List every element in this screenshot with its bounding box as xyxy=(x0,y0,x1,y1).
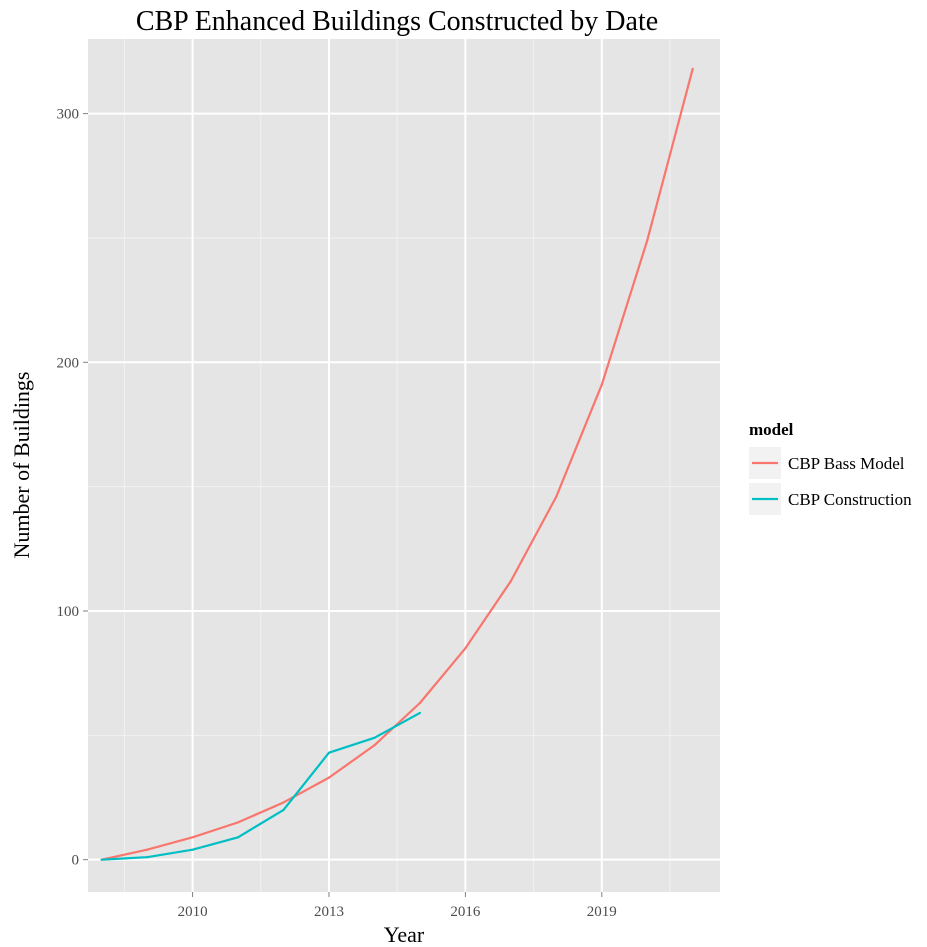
data-point-cbp-bass-model xyxy=(691,67,694,70)
data-point-cbp-construction xyxy=(327,751,331,754)
data-point-cbp-bass-model xyxy=(146,848,149,851)
data-point-cbp-construction xyxy=(100,858,103,861)
data-point-cbp-bass-model xyxy=(373,744,376,747)
data-point-cbp-construction xyxy=(373,736,376,739)
y-tick-label: 100 xyxy=(57,604,80,620)
data-point-cbp-bass-model xyxy=(327,776,331,779)
legend-label: CBP Bass Model xyxy=(788,454,905,473)
data-point-cbp-bass-model xyxy=(418,701,422,705)
grid-layer xyxy=(88,39,720,892)
plot-panel xyxy=(88,39,720,892)
legend-label: CBP Construction xyxy=(788,490,912,509)
x-axis-title: Year xyxy=(384,922,425,947)
data-point-cbp-bass-model xyxy=(464,647,467,650)
data-point-cbp-construction xyxy=(236,836,240,839)
y-axis-title: Number of Buildings xyxy=(9,372,34,559)
y-tick-label: 300 xyxy=(57,107,80,123)
chart-title: CBP Enhanced Buildings Constructed by Da… xyxy=(136,6,658,37)
y-tick-label: 200 xyxy=(57,355,80,371)
data-point-cbp-bass-model xyxy=(646,239,649,242)
data-point-cbp-bass-model xyxy=(236,821,240,824)
data-point-cbp-bass-model xyxy=(282,801,285,804)
x-tick-label: 2016 xyxy=(450,904,481,920)
x-tick-label: 2019 xyxy=(587,904,617,920)
legend-title: model xyxy=(749,420,794,439)
data-point-cbp-bass-model xyxy=(600,383,603,386)
series-layer xyxy=(100,67,694,861)
data-point-cbp-construction xyxy=(146,856,149,859)
x-tick-label: 2013 xyxy=(314,904,344,920)
x-tick-label: 2010 xyxy=(178,904,208,920)
legend-items: CBP Bass Model CBP Construction xyxy=(749,447,912,515)
data-point-cbp-bass-model xyxy=(191,836,194,839)
axis-layer: 2010 2013 2016 2019 0 100 200 300 xyxy=(57,107,617,920)
y-tick-label: 0 xyxy=(72,853,80,869)
series-line-cbp-construction xyxy=(101,711,421,861)
data-point-cbp-bass-model xyxy=(509,580,512,583)
legend: model CBP Bass Model CBP Construction xyxy=(749,420,912,515)
data-point-cbp-construction xyxy=(282,808,285,812)
data-point-cbp-construction xyxy=(418,711,422,715)
data-point-cbp-construction xyxy=(191,848,194,851)
data-point-cbp-bass-model xyxy=(555,495,558,498)
